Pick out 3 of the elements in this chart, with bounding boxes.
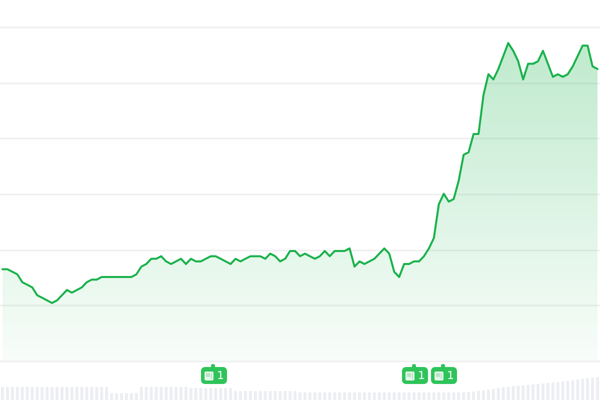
annotation: 1 xyxy=(217,369,224,382)
annotation: 1 xyxy=(418,369,425,382)
annotation: 1 xyxy=(447,369,454,382)
